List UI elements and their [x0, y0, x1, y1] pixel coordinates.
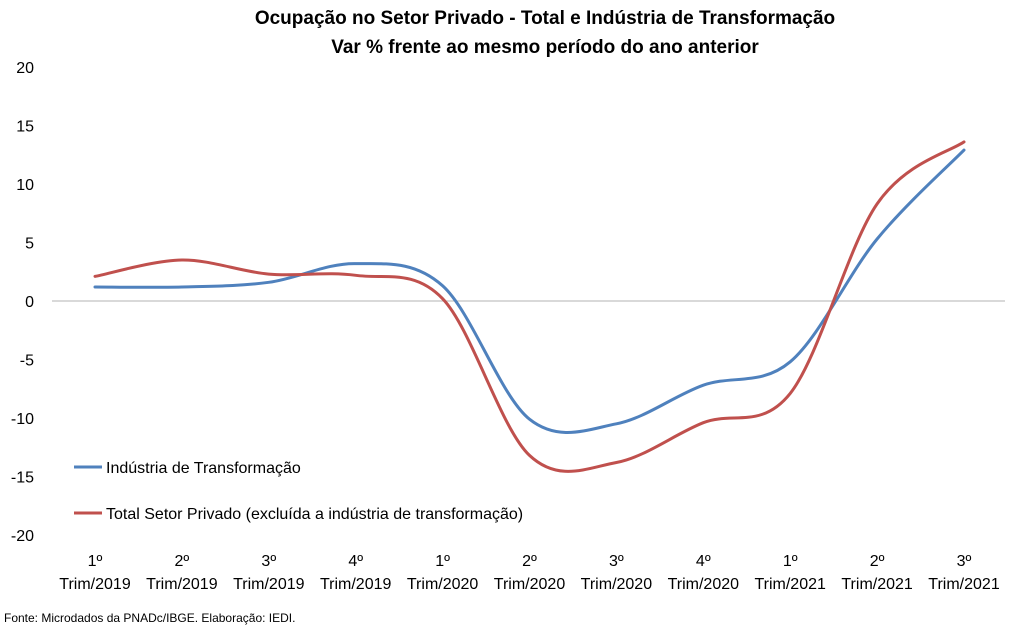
- y-tick-label: -20: [11, 528, 34, 545]
- y-tick-label: -15: [11, 470, 34, 487]
- y-tick-label: 20: [16, 60, 34, 77]
- y-tick-label: 10: [16, 177, 34, 194]
- y-tick-label: 5: [25, 236, 34, 253]
- x-tick-label: 3º Trim/2020: [581, 553, 653, 593]
- x-tick-label: 2º Trim/2021: [841, 553, 913, 593]
- x-tick-label: 2º Trim/2019: [146, 553, 218, 593]
- x-tick-label: 1º Trim/2021: [754, 553, 826, 593]
- x-tick-label: 1º Trim/2020: [407, 553, 479, 593]
- x-tick-label: 2º Trim/2020: [494, 553, 566, 593]
- legend-label: Indústria de Transformação: [106, 460, 301, 477]
- line-chart: Ocupação no Setor Privado - Total e Indú…: [11, 8, 1005, 593]
- y-tick-label: 15: [16, 119, 34, 136]
- series-lines: [93, 140, 966, 473]
- x-tick-label: 4º Trim/2020: [668, 553, 740, 593]
- x-axis-tick-labels: 1º Trim/2019 2º Trim/2019 3º Trim/2019 4º Trim/…: [59, 553, 1000, 593]
- chart-subtitle: Var % frente ao mesmo período do ano ant…: [331, 37, 759, 58]
- legend: Indústria de Transformação Total Setor Pr…: [74, 460, 523, 523]
- x-tick-label: 4º Trim/2019: [320, 553, 392, 593]
- y-tick-label: 0: [25, 294, 34, 311]
- y-tick-label: -5: [20, 353, 34, 370]
- x-tick-label: 3º Trim/2021: [928, 553, 1000, 593]
- x-tick-label: 3º Trim/2019: [233, 553, 305, 593]
- source-note: Fonte: Microdados da PNADc/IBGE. Elabora…: [4, 611, 296, 625]
- series-line-2: [93, 140, 966, 473]
- y-axis-tick-labels: 20 15 10 5 0 -5 -10 -15 -20: [11, 60, 34, 545]
- legend-label: Total Setor Privado (excluída a indústri…: [106, 506, 523, 523]
- y-tick-label: -10: [11, 411, 34, 428]
- series-line-1: [93, 148, 966, 434]
- x-tick-label: 1º Trim/2019: [59, 553, 131, 593]
- chart-title: Ocupação no Setor Privado - Total e Indú…: [255, 8, 835, 29]
